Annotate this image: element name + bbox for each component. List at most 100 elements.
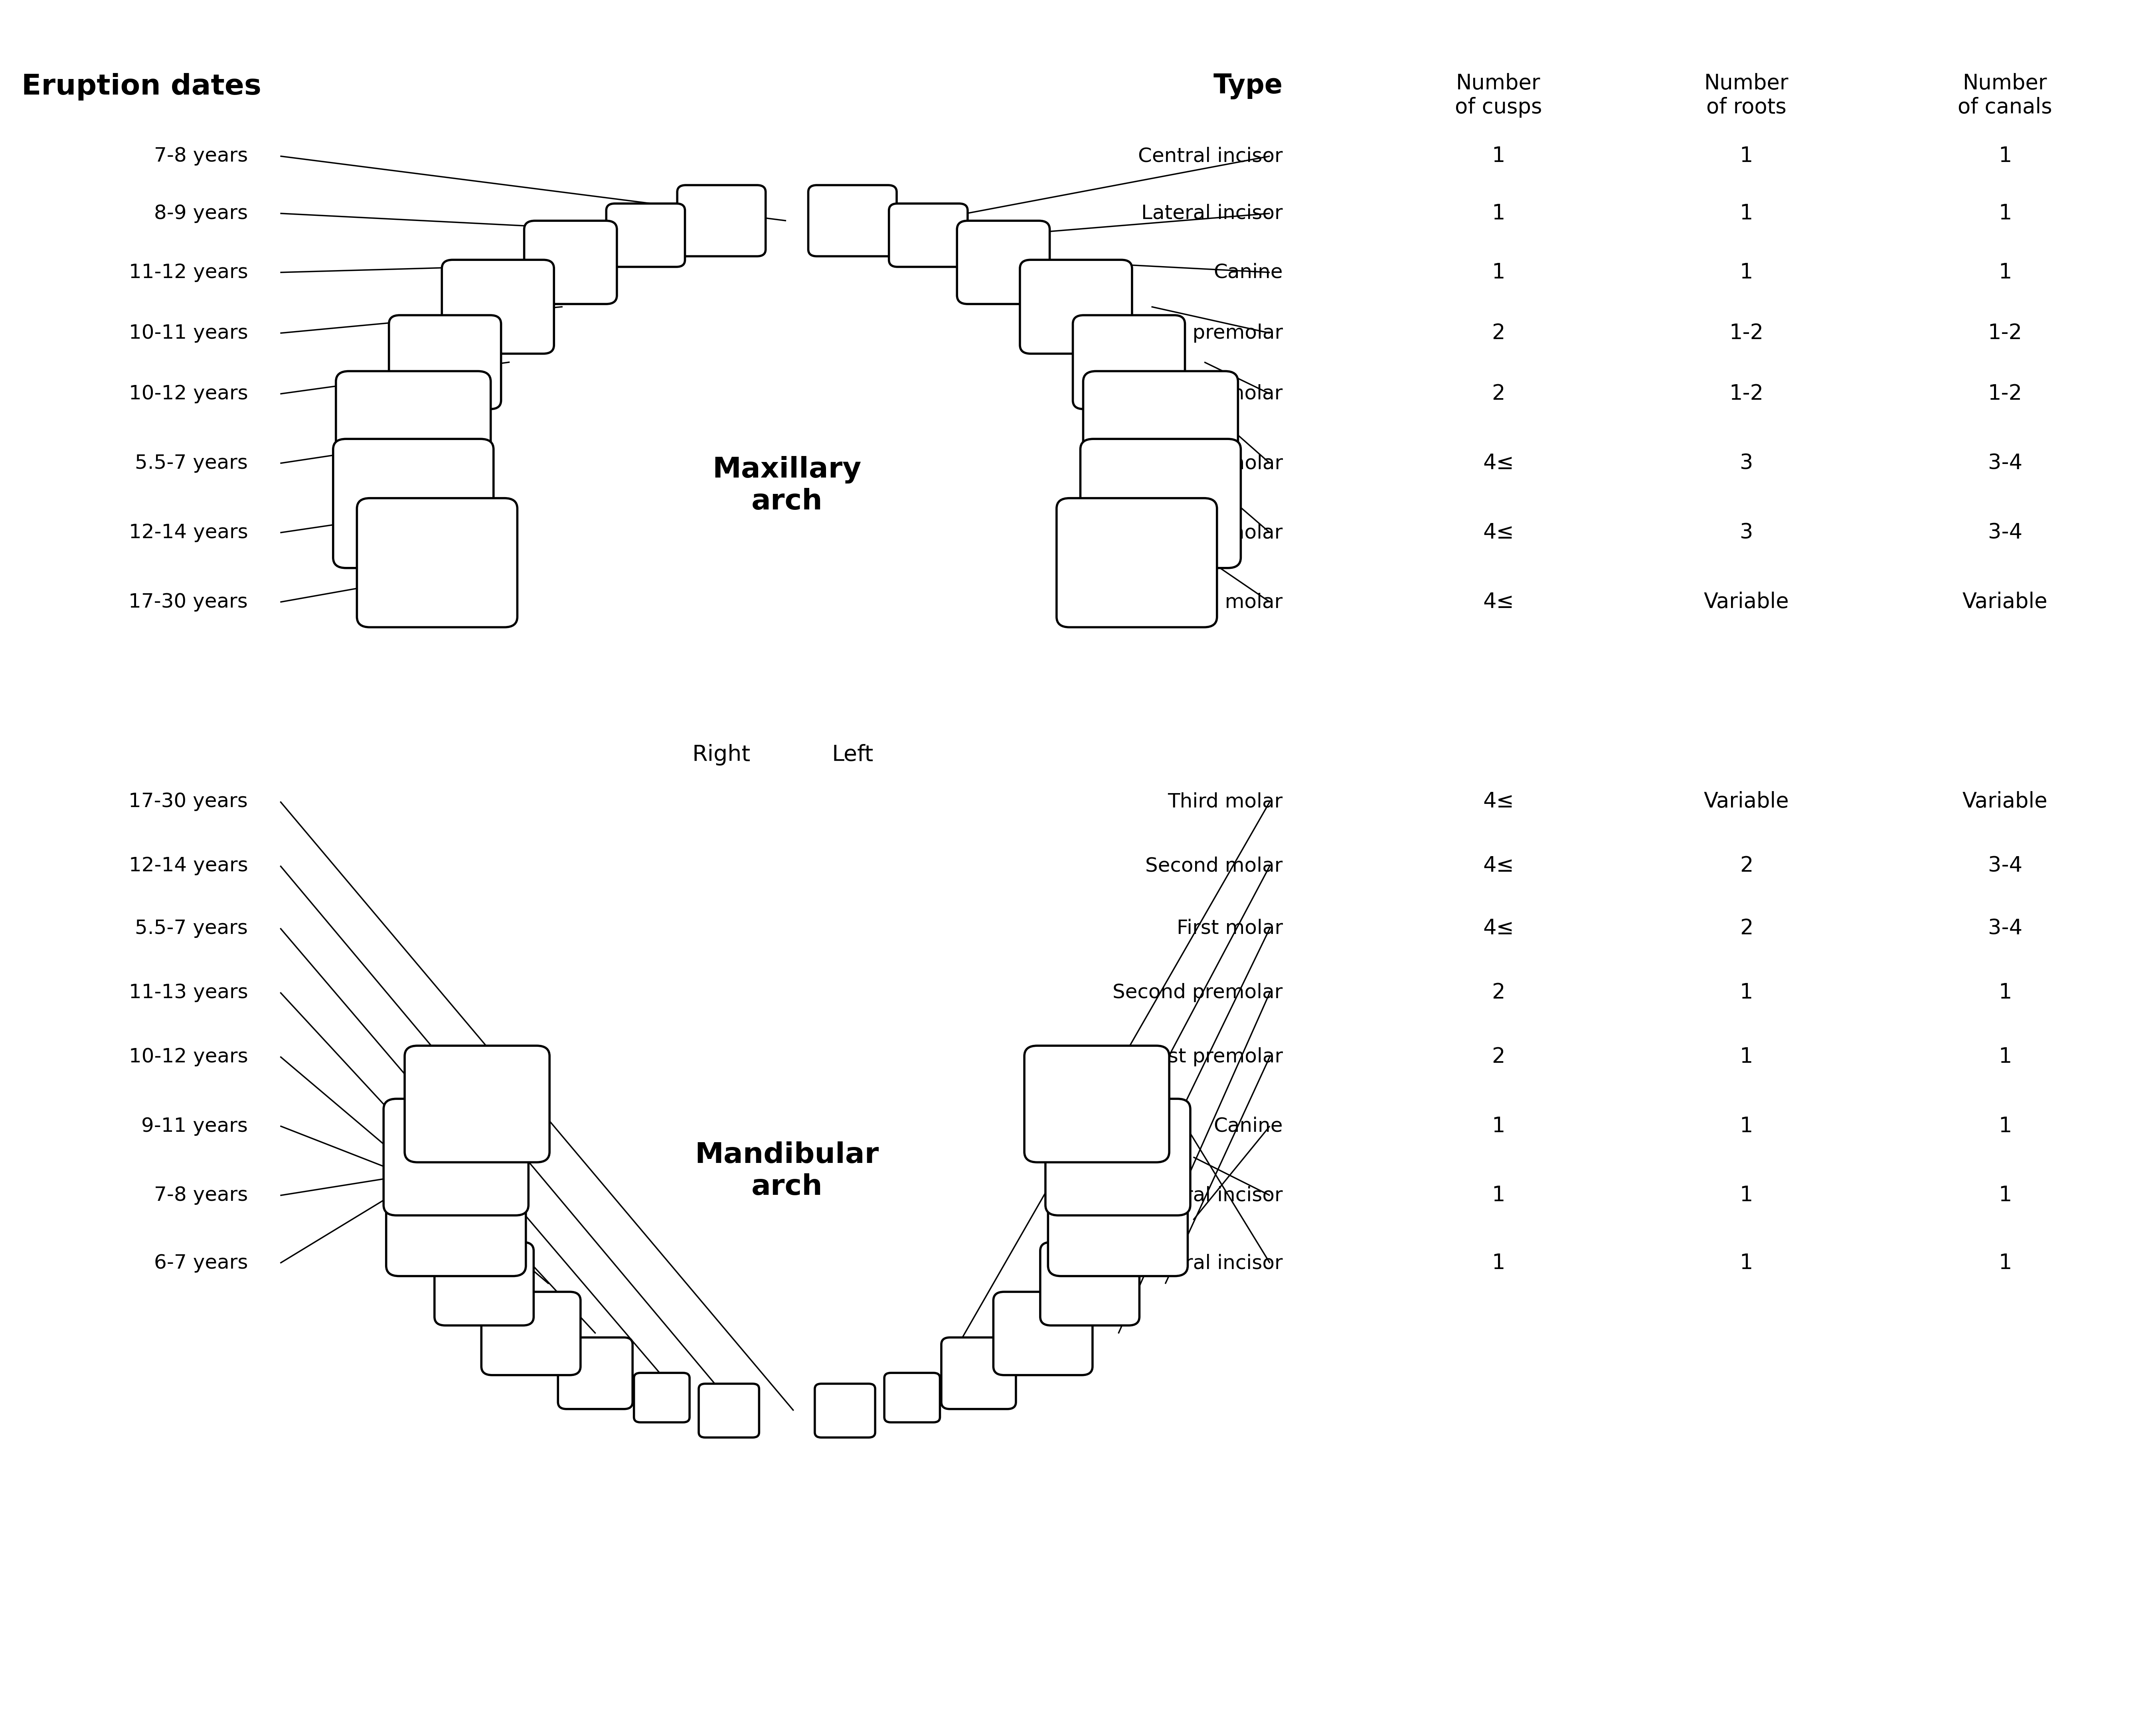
Text: 1-2: 1-2 [1988, 383, 2022, 404]
FancyBboxPatch shape [815, 1385, 875, 1438]
Text: Variable: Variable [1703, 791, 1789, 812]
FancyBboxPatch shape [384, 1098, 528, 1216]
Text: 1: 1 [1740, 1185, 1753, 1206]
Text: Number
of canals: Number of canals [1958, 73, 2053, 118]
Text: 3-4: 3-4 [1988, 855, 2022, 876]
Text: 11-13 years: 11-13 years [129, 982, 248, 1003]
FancyBboxPatch shape [405, 1046, 550, 1162]
Text: Variable: Variable [1962, 592, 2048, 612]
Text: 1: 1 [1999, 982, 2012, 1003]
Text: Third molar: Third molar [1169, 791, 1283, 812]
Text: Lateral incisor: Lateral incisor [1141, 203, 1283, 224]
FancyBboxPatch shape [1056, 498, 1216, 628]
FancyBboxPatch shape [1082, 371, 1238, 496]
Text: 1: 1 [1740, 1253, 1753, 1273]
FancyBboxPatch shape [1024, 1046, 1169, 1162]
FancyBboxPatch shape [1048, 1164, 1188, 1275]
FancyBboxPatch shape [699, 1385, 759, 1438]
Text: 1: 1 [1492, 146, 1505, 167]
Text: Maxillary
arch: Maxillary arch [711, 456, 862, 515]
FancyBboxPatch shape [1074, 316, 1186, 409]
Text: 1: 1 [1740, 146, 1753, 167]
Text: 1: 1 [1492, 262, 1505, 283]
FancyBboxPatch shape [994, 1293, 1093, 1376]
FancyBboxPatch shape [634, 1372, 690, 1423]
Text: Second premolar: Second premolar [1112, 383, 1283, 404]
Text: 12-14 years: 12-14 years [129, 522, 248, 543]
Text: 7-8 years: 7-8 years [153, 1185, 248, 1206]
Text: Lateral incisor: Lateral incisor [1141, 1185, 1283, 1206]
Text: First premolar: First premolar [1145, 1046, 1283, 1067]
Text: 2: 2 [1492, 1046, 1505, 1067]
Text: 1: 1 [1740, 982, 1753, 1003]
Text: 1: 1 [1999, 146, 2012, 167]
Text: Canine: Canine [1214, 262, 1283, 283]
Text: 2: 2 [1740, 918, 1753, 939]
Text: 10-12 years: 10-12 years [129, 383, 248, 404]
Text: 1: 1 [1492, 203, 1505, 224]
FancyBboxPatch shape [336, 371, 492, 496]
FancyBboxPatch shape [1039, 1242, 1138, 1326]
Text: 7-8 years: 7-8 years [153, 146, 248, 167]
Text: Right: Right [692, 744, 750, 765]
FancyBboxPatch shape [1046, 1098, 1190, 1216]
Text: 3-4: 3-4 [1988, 522, 2022, 543]
Text: 1: 1 [1999, 1116, 2012, 1136]
Text: 8-9 years: 8-9 years [153, 203, 248, 224]
Text: Number
of cusps: Number of cusps [1455, 73, 1542, 118]
Text: First premolar: First premolar [1145, 323, 1283, 344]
FancyBboxPatch shape [1020, 260, 1132, 354]
FancyBboxPatch shape [957, 220, 1050, 304]
Text: 4≤: 4≤ [1483, 791, 1514, 812]
Text: 1: 1 [1740, 1116, 1753, 1136]
Text: 9-11 years: 9-11 years [142, 1116, 248, 1136]
FancyBboxPatch shape [388, 316, 500, 409]
Text: 1-2: 1-2 [1729, 383, 1764, 404]
Text: Central incisor: Central incisor [1138, 1253, 1283, 1273]
FancyBboxPatch shape [808, 186, 897, 257]
Text: 1: 1 [1740, 262, 1753, 283]
Text: First molar: First molar [1177, 918, 1283, 939]
FancyBboxPatch shape [386, 1164, 526, 1275]
FancyBboxPatch shape [888, 203, 968, 267]
Text: 1: 1 [1740, 203, 1753, 224]
Text: 3: 3 [1740, 522, 1753, 543]
Text: 4≤: 4≤ [1483, 918, 1514, 939]
Text: 17-30 years: 17-30 years [129, 592, 248, 612]
Text: 4≤: 4≤ [1483, 855, 1514, 876]
Text: 3-4: 3-4 [1988, 453, 2022, 474]
Text: 1-2: 1-2 [1729, 323, 1764, 344]
Text: 5.5-7 years: 5.5-7 years [136, 918, 248, 939]
FancyBboxPatch shape [1080, 439, 1240, 567]
Text: Central incisor: Central incisor [1138, 146, 1283, 167]
Text: 1: 1 [1740, 1046, 1753, 1067]
Text: Variable: Variable [1962, 791, 2048, 812]
FancyBboxPatch shape [436, 1242, 535, 1326]
Text: 10-12 years: 10-12 years [129, 1046, 248, 1067]
Text: Number
of roots: Number of roots [1703, 73, 1789, 118]
Text: 6-7 years: 6-7 years [153, 1253, 248, 1273]
FancyBboxPatch shape [442, 260, 554, 354]
Text: 2: 2 [1492, 982, 1505, 1003]
Text: 17-30 years: 17-30 years [129, 791, 248, 812]
Text: Second molar: Second molar [1145, 855, 1283, 876]
Text: Eruption dates: Eruption dates [22, 73, 261, 101]
FancyBboxPatch shape [524, 220, 617, 304]
Text: Left: Left [832, 744, 873, 765]
Text: 10-11 years: 10-11 years [129, 323, 248, 344]
FancyBboxPatch shape [677, 186, 765, 257]
Text: 11-12 years: 11-12 years [129, 262, 248, 283]
Text: 12-14 years: 12-14 years [129, 855, 248, 876]
Text: Second premolar: Second premolar [1112, 982, 1283, 1003]
Text: 1: 1 [1999, 1046, 2012, 1067]
Text: 4≤: 4≤ [1483, 592, 1514, 612]
Text: First molar: First molar [1177, 453, 1283, 474]
Text: Third molar: Third molar [1169, 592, 1283, 612]
FancyBboxPatch shape [481, 1293, 580, 1376]
FancyBboxPatch shape [884, 1372, 940, 1423]
Text: 3-4: 3-4 [1988, 918, 2022, 939]
Text: 2: 2 [1492, 323, 1505, 344]
Text: 1: 1 [1999, 1253, 2012, 1273]
Text: 4≤: 4≤ [1483, 453, 1514, 474]
Text: Variable: Variable [1703, 592, 1789, 612]
